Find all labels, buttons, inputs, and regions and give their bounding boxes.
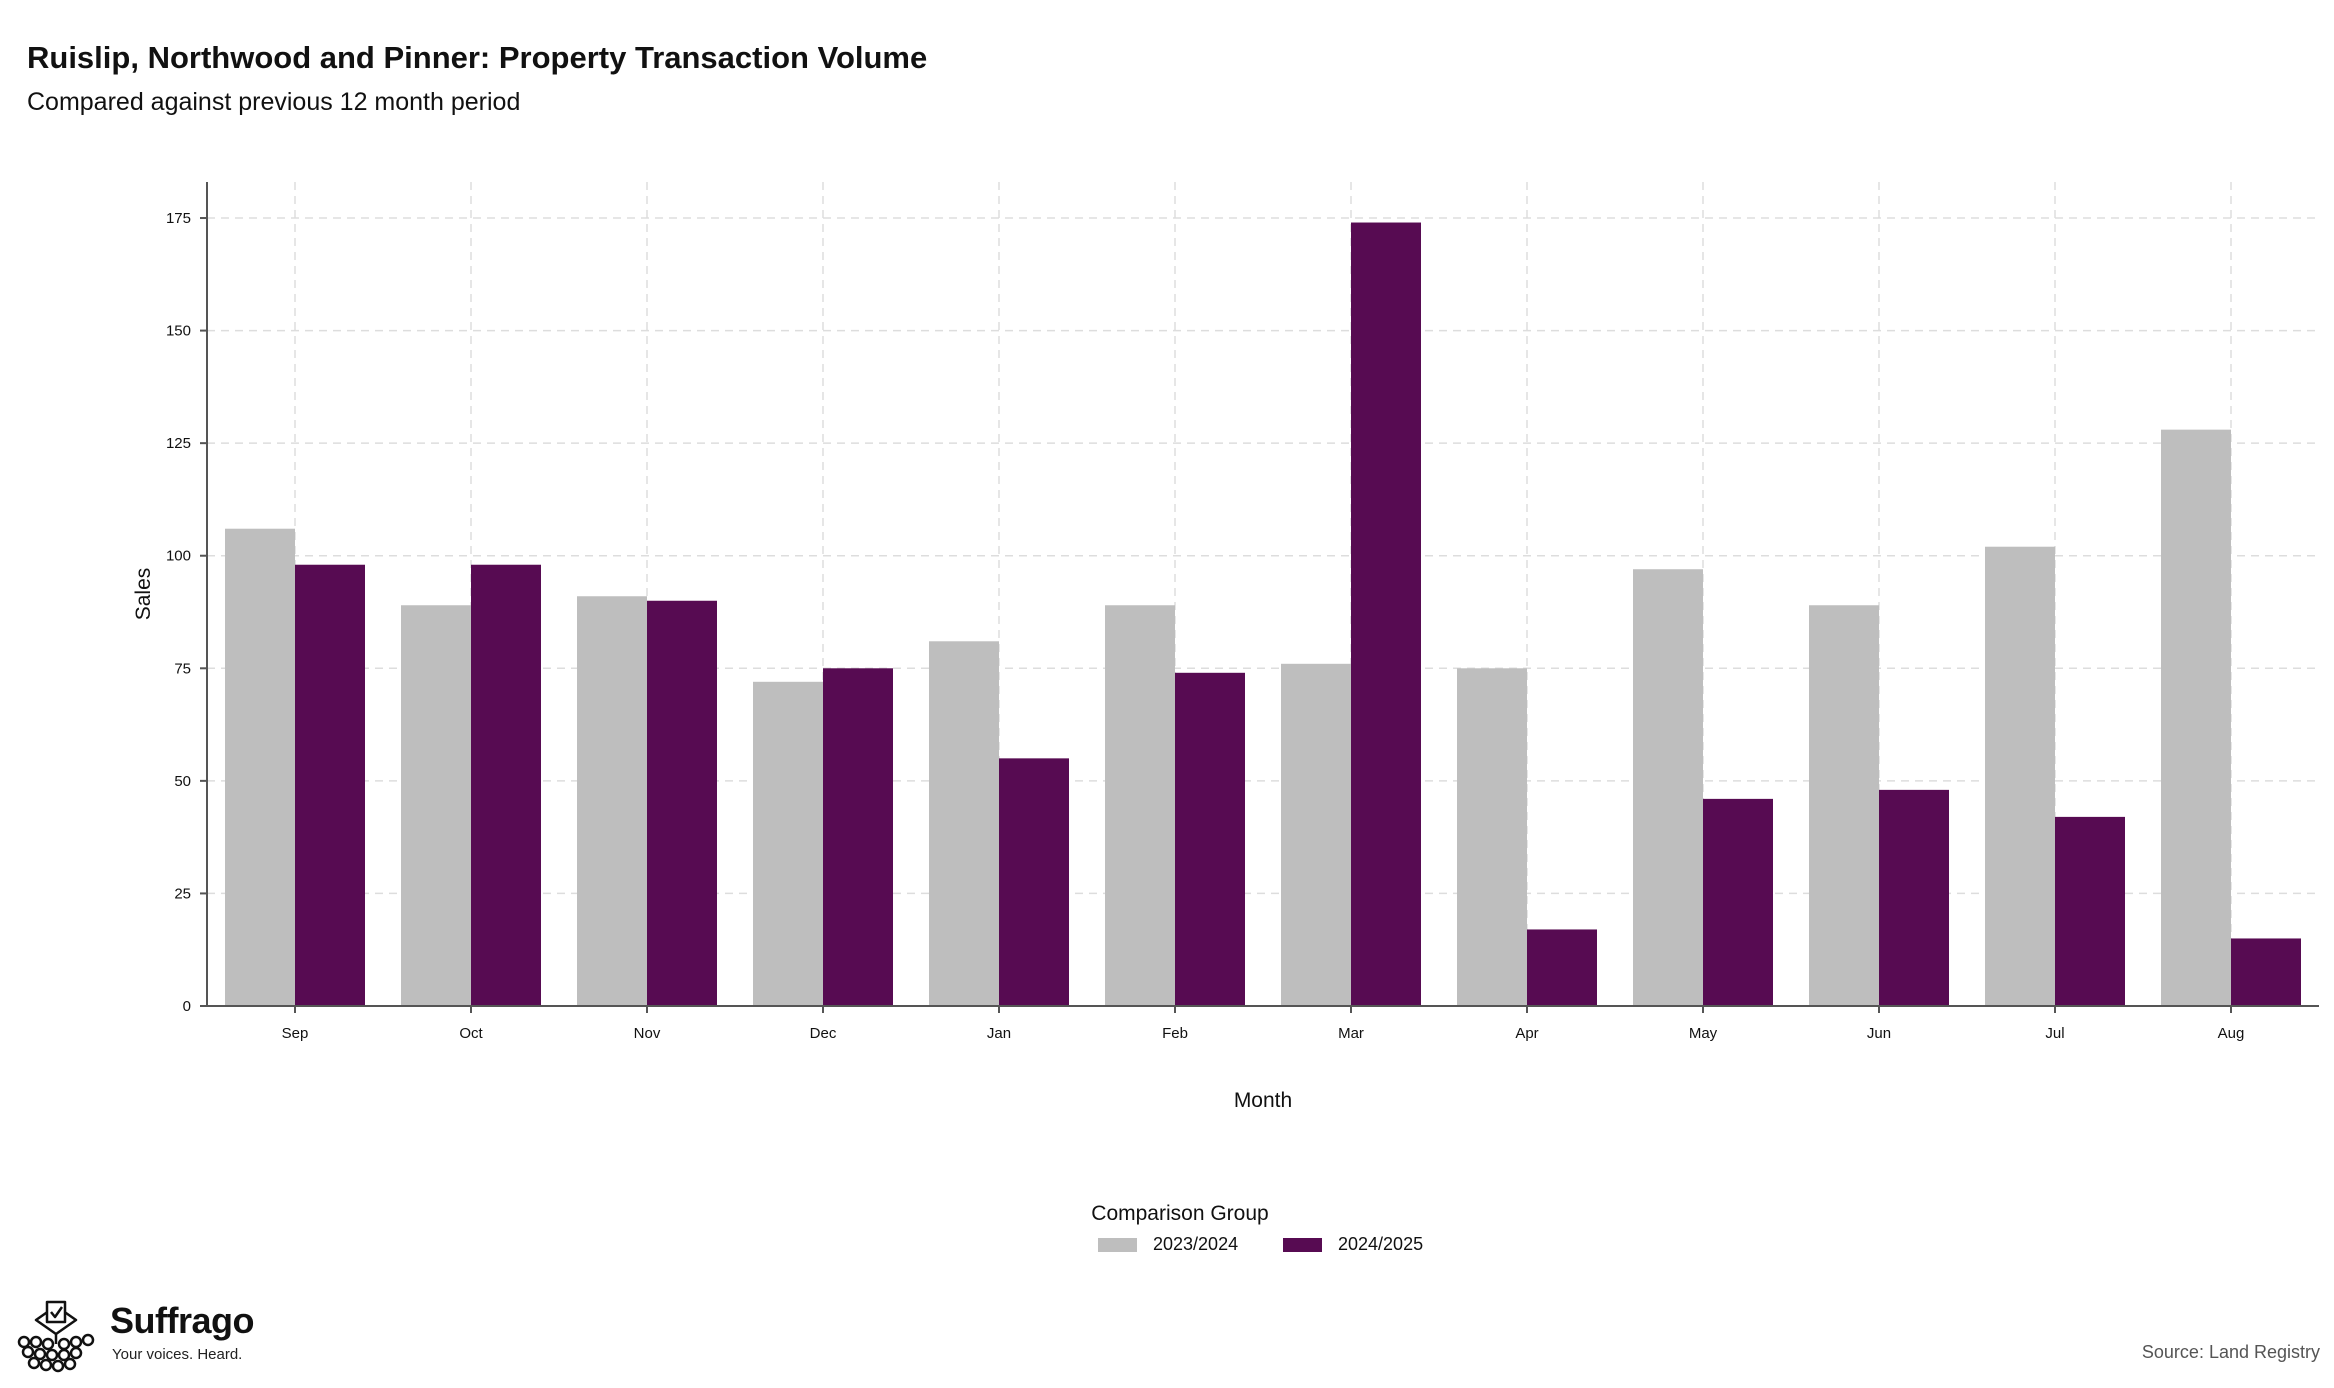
bar-2024-2025-dec (823, 668, 893, 1006)
legend-swatch-2024-2025 (1283, 1237, 1322, 1252)
y-tick-label: 75 (174, 660, 191, 677)
legend-title: Comparison Group (1091, 1202, 1269, 1225)
legend-label-2024-2025: 2024/2025 (1338, 1234, 1424, 1254)
chart-title: Ruislip, Northwood and Pinner: Property … (27, 40, 928, 75)
bar-2023-2024-mar (1281, 663, 1351, 1006)
bar-2023-2024-feb (1105, 605, 1175, 1006)
bar-2024-2025-oct (471, 564, 541, 1006)
y-axis-title: Sales (132, 568, 155, 621)
x-tick-label-oct: Oct (459, 1025, 483, 1042)
bar-2023-2024-sep (225, 528, 295, 1006)
bar-2023-2024-oct (401, 605, 471, 1006)
x-tick-label-jun: Jun (1867, 1025, 1891, 1042)
bar-2024-2025-nov (647, 600, 717, 1006)
x-tick-label-apr: Apr (1515, 1025, 1538, 1042)
bar-2024-2025-jan (999, 758, 1069, 1006)
x-tick-label-mar: Mar (1338, 1025, 1364, 1042)
bar-2024-2025-jul (2055, 816, 2125, 1006)
bar-2023-2024-jan (929, 641, 999, 1006)
x-tick-label-may: May (1689, 1025, 1718, 1042)
y-tick-label: 25 (174, 885, 191, 902)
y-tick-label: 100 (166, 548, 191, 565)
x-tick-label-sep: Sep (282, 1025, 309, 1042)
x-tick-label-aug: Aug (2218, 1025, 2245, 1042)
brand-name: Suffrago (110, 1300, 255, 1341)
x-tick-label-dec: Dec (810, 1025, 837, 1042)
y-tick-label: 0 (183, 998, 191, 1015)
x-axis-title: Month (1234, 1089, 1292, 1112)
bar-2023-2024-jul (1985, 546, 2055, 1006)
bar-2024-2025-sep (295, 564, 365, 1006)
source-note: Source: Land Registry (2141, 1342, 2320, 1362)
bar-2023-2024-jun (1809, 605, 1879, 1006)
brand-tagline: Your voices. Heard. (112, 1346, 243, 1363)
legend-swatch-2023-2024 (1098, 1237, 1137, 1252)
x-tick-label-feb: Feb (1162, 1025, 1188, 1042)
bar-2023-2024-aug (2161, 429, 2231, 1006)
y-tick-label: 175 (166, 210, 191, 227)
bar-2023-2024-dec (753, 681, 823, 1006)
y-tick-label: 150 (166, 323, 191, 340)
bar-2024-2025-apr (1527, 929, 1597, 1006)
bar-2024-2025-may (1703, 798, 1773, 1006)
bar-2024-2025-jun (1879, 789, 1949, 1006)
ballot-box-icon (17, 1300, 95, 1373)
y-tick-label: 125 (166, 435, 191, 452)
bar-2023-2024-nov (577, 596, 647, 1006)
chart-subtitle: Compared against previous 12 month perio… (27, 88, 521, 116)
bar-2024-2025-aug (2231, 938, 2301, 1006)
legend-entry-2024-2025: 2024/2025 (1283, 1234, 1423, 1255)
bar-chart: 0 25 50 75 100 125 150 175 Sep Oct Nov Dec Jan Feb Mar… (132, 182, 2319, 1112)
x-tick-label-jul: Jul (2045, 1025, 2064, 1042)
bar-2024-2025-feb (1175, 672, 1245, 1006)
y-tick-label: 50 (174, 773, 191, 790)
legend-label-2023-2024: 2023/2024 (1153, 1234, 1239, 1254)
legend-entry-2023-2024: 2023/2024 (1098, 1234, 1238, 1255)
bar-2023-2024-may (1633, 569, 1703, 1006)
bar-2023-2024-apr (1457, 668, 1527, 1006)
bar-2024-2025-mar (1351, 222, 1421, 1006)
x-tick-label-jan: Jan (987, 1025, 1011, 1042)
x-tick-label-nov: Nov (634, 1025, 661, 1042)
